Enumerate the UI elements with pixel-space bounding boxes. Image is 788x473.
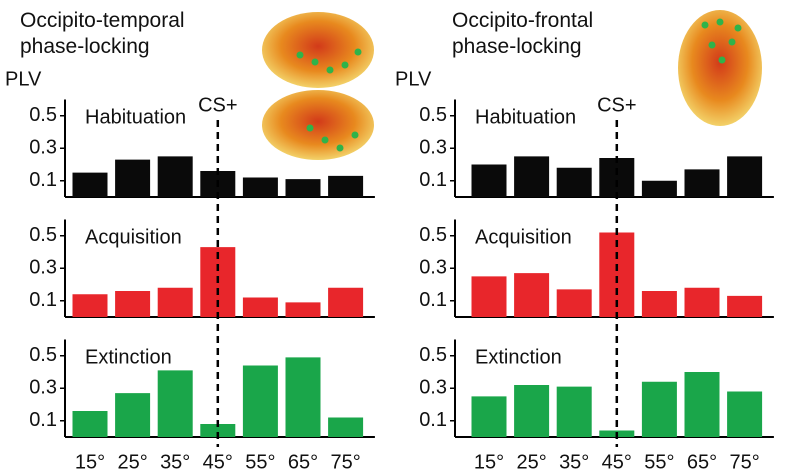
y-tick-label: 0.5 [419,104,447,126]
panel-label: Acquisition [475,226,572,248]
bar [727,391,763,437]
y-axis-label: PLV [395,68,432,90]
y-tick-label: 0.3 [29,257,57,279]
y-tick-label: 0.5 [419,224,447,246]
x-tick-label: 55° [245,451,275,473]
brain-image [262,10,762,160]
x-tick-label: 65° [687,451,717,473]
y-tick-label: 0.5 [29,344,57,366]
bar [115,393,151,437]
chart-title: Occipito-frontal phase-locking [452,9,594,58]
bar [556,289,592,317]
x-tick-label: 45° [602,451,632,473]
bar [242,297,278,317]
y-tick-label: 0.5 [29,104,57,126]
bar [157,370,193,437]
bar [200,424,236,437]
panel-label: Extinction [85,346,172,368]
bar [471,396,507,437]
bar [684,372,720,437]
bar [72,172,108,197]
bar [471,276,507,317]
x-tick-label: 35° [559,451,589,473]
y-tick-label: 0.5 [29,224,57,246]
x-tick-label: 45° [203,451,233,473]
y-tick-label: 0.3 [419,377,447,399]
bar [641,291,677,317]
bar [684,287,720,317]
y-tick-label: 0.1 [419,289,447,311]
bar [72,294,108,317]
y-tick-label: 0.5 [419,344,447,366]
chart-title: Occipito-temporal phase-locking [20,9,185,58]
bar [328,175,364,197]
y-tick-label: 0.3 [29,377,57,399]
bar [556,167,592,197]
bar [157,156,193,197]
annotation: CS+ [198,94,237,116]
x-tick-label: 15° [75,451,105,473]
x-tick-label: 75° [729,451,759,473]
bar [285,357,321,437]
y-tick-label: 0.1 [419,409,447,431]
y-axis-label: PLV [5,68,42,90]
x-tick-label: 15° [474,451,504,473]
panel-label: Acquisition [85,226,182,248]
bar [514,273,550,317]
bar [242,365,278,437]
bar [285,179,321,197]
bar [514,156,550,197]
bar [471,164,507,197]
bar [727,295,763,317]
x-tick-label: 65° [288,451,318,473]
x-tick-label: 75° [330,451,360,473]
bar [157,287,193,317]
bar [328,287,364,317]
y-tick-label: 0.3 [419,137,447,159]
y-tick-label: 0.1 [419,169,447,191]
bar [514,385,550,437]
y-tick-label: 0.1 [29,289,57,311]
bar [727,156,763,197]
y-tick-label: 0.1 [29,409,57,431]
x-tick-label: 25° [516,451,546,473]
bar [556,386,592,437]
x-tick-label: 35° [160,451,190,473]
annotation: CS+ [597,94,636,116]
y-tick-label: 0.1 [29,169,57,191]
y-tick-label: 0.3 [29,137,57,159]
bar [641,381,677,437]
bar [242,177,278,197]
panel-label: Extinction [475,346,562,368]
bar [72,411,108,437]
bar [328,417,364,437]
bar [285,302,321,317]
bar [641,180,677,197]
panel-label: Habituation [85,106,186,128]
bar [599,158,635,197]
bar [684,169,720,197]
bar [115,159,151,197]
panel-label: Habituation [475,106,576,128]
y-tick-label: 0.3 [419,257,447,279]
x-tick-label: 25° [117,451,147,473]
x-tick-label: 55° [644,451,674,473]
bar [115,291,151,317]
